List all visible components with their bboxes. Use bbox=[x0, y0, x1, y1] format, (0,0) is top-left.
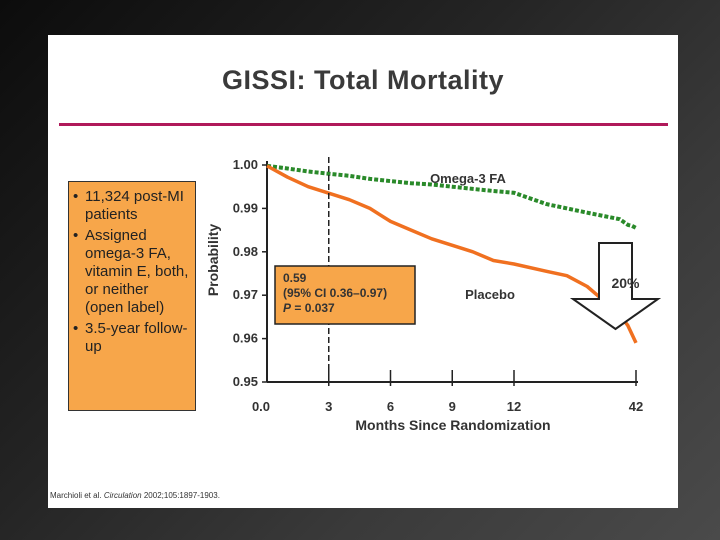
placebo-legend-label: Placebo bbox=[465, 287, 515, 302]
annotations: Omega-3 FA Placebo 0.59(95% CI 0.36–0.97)P… bbox=[274, 157, 662, 382]
mortality-chart: 0.95 0.96 0.97 0.98 0.99 1.00 0.0 3 6 9 12 42 Omeg… bbox=[205, 157, 662, 433]
x-tick-label: 6 bbox=[387, 399, 394, 414]
title-divider bbox=[59, 123, 668, 126]
y-axis: 0.95 0.96 0.97 0.98 0.99 1.00 bbox=[233, 157, 268, 389]
slide: GISSI: Total Mortality 11,324 post-MI pa… bbox=[48, 35, 678, 508]
y-axis-label: Probability bbox=[205, 224, 221, 297]
reduction-label: 20% bbox=[611, 275, 640, 291]
citation-journal: Circulation bbox=[103, 491, 142, 500]
hazard-ratio-text: P = 0.037 bbox=[283, 301, 335, 315]
hazard-ratio-text: 0.59 bbox=[283, 271, 307, 285]
omega3-legend-label: Omega-3 FA bbox=[430, 171, 506, 186]
x-tick-label: 42 bbox=[629, 399, 643, 414]
x-tick-label: 9 bbox=[449, 399, 456, 414]
bullet-box: 11,324 post-MI patients Assigned omega-3… bbox=[68, 181, 196, 411]
omega3-series-line bbox=[266, 163, 637, 230]
y-tick-label: 0.97 bbox=[233, 287, 258, 302]
hazard-ratio-box bbox=[274, 265, 416, 325]
x-tick-label: 0.0 bbox=[252, 399, 270, 414]
x-tick-label: 3 bbox=[325, 399, 332, 414]
x-axis-label: Months Since Randomization bbox=[355, 417, 550, 433]
slide-title: GISSI: Total Mortality bbox=[221, 65, 504, 95]
y-tick-label: 0.98 bbox=[233, 244, 258, 259]
x-tick-label: 12 bbox=[507, 399, 521, 414]
y-tick-label: 0.95 bbox=[233, 374, 258, 389]
citation: Marchioli et al. Circulation 2002;105:18… bbox=[50, 491, 220, 500]
bullet-item: 11,324 post-MI patients bbox=[73, 188, 189, 224]
y-tick-label: 0.99 bbox=[233, 200, 258, 215]
y-tick-label: 1.00 bbox=[233, 157, 258, 172]
citation-ref: 2002;105:1897-1903. bbox=[143, 491, 220, 500]
y-tick-label: 0.96 bbox=[233, 331, 258, 346]
reduction-arrow bbox=[569, 242, 662, 331]
citation-authors: Marchioli et al. bbox=[50, 491, 102, 500]
bullet-item: 3.5-year follow-up bbox=[73, 320, 189, 356]
x-axis: 0.0 3 6 9 12 42 bbox=[252, 370, 643, 414]
hazard-ratio-text: (95% CI 0.36–0.97) bbox=[283, 286, 387, 300]
bullet-list: 11,324 post-MI patients Assigned omega-3… bbox=[73, 188, 189, 356]
bullet-item: Assigned omega-3 FA, vitamin E, both, or… bbox=[73, 227, 189, 317]
